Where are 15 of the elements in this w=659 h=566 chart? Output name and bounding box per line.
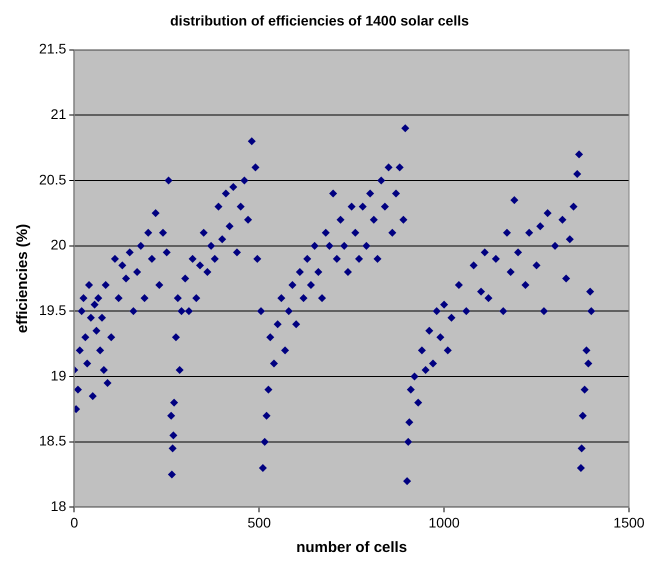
y-tick-label: 20.5 — [39, 171, 66, 188]
y-tick-label: 21.5 — [39, 40, 66, 57]
chart-title: distribution of efficiencies of 1400 solar cells — [170, 12, 470, 28]
y-tick-label: 18.5 — [39, 432, 66, 449]
y-tick-label: 21 — [50, 106, 66, 122]
x-tick-label: 0 — [70, 514, 78, 530]
x-tick-label: 1000 — [428, 514, 460, 530]
x-tick-label: 500 — [247, 514, 272, 530]
y-tick-label: 18 — [50, 498, 66, 514]
x-axis-title: number of cells — [296, 539, 408, 556]
y-axis-title: efficiencies (%) — [14, 224, 32, 334]
y-tick-label: 19 — [50, 367, 66, 384]
y-tick-label: 19.5 — [39, 302, 66, 318]
y-tick-label: 20 — [50, 236, 66, 253]
x-tick-label: 1500 — [613, 514, 645, 530]
